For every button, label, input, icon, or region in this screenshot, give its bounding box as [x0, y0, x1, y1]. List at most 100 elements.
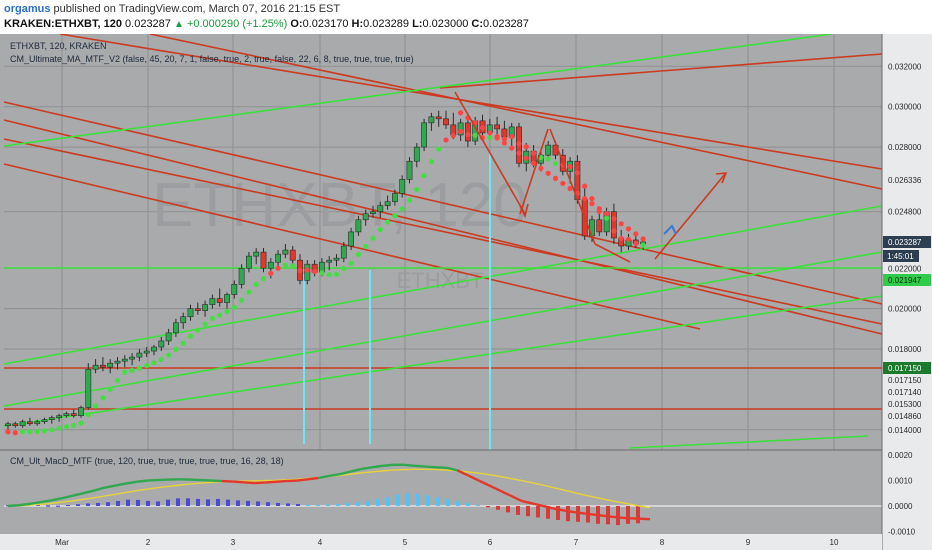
- low-label: L:: [412, 18, 423, 30]
- ma-dot: [34, 428, 40, 435]
- trendlines: [3, 34, 883, 449]
- macd-line-segment: [521, 499, 533, 505]
- macd-histogram-bar: [496, 506, 500, 510]
- candle-body: [136, 352, 143, 358]
- macd-histogram-bar: [556, 506, 560, 520]
- time-axis: Mar 2 3 4 5 6 7 8 9 10: [0, 534, 882, 550]
- ma-dot: [333, 271, 340, 277]
- ma-dot: [136, 365, 142, 371]
- macd-histogram-bar: [546, 506, 550, 519]
- ma-dot: [180, 340, 186, 346]
- time-tick-label: 5: [403, 538, 408, 547]
- macd-line-segment: [39, 499, 51, 504]
- macd-line-segment: [221, 479, 233, 483]
- ma-dot: [20, 429, 26, 435]
- macd-histogram-bar: [56, 505, 60, 507]
- time-tick-label: 10: [830, 538, 839, 547]
- macd-line-segment: [446, 466, 458, 472]
- change-value: +0.000290 (+1.25%): [186, 18, 288, 30]
- macd-line-segment: [628, 517, 640, 520]
- ma-dot: [173, 346, 179, 352]
- macd-histogram-bar: [146, 500, 150, 506]
- macd-histogram-bar: [356, 502, 360, 506]
- macd-background: [0, 450, 882, 534]
- candle-body: [545, 144, 552, 156]
- ma-dot: [100, 395, 106, 401]
- candle-body: [494, 124, 500, 130]
- close-label: C:: [471, 18, 484, 30]
- candle-body: [231, 284, 238, 295]
- candle-body: [501, 128, 508, 138]
- ma-dot: [421, 173, 427, 179]
- ma-dot: [443, 137, 449, 143]
- ma-dot: [531, 150, 537, 156]
- macd-line-segment: [467, 474, 480, 482]
- time-tick-label: 7: [574, 538, 579, 547]
- ma-dot: [114, 377, 121, 383]
- macd-histogram-bar: [336, 503, 340, 506]
- open-value: 0.023170: [302, 18, 349, 30]
- ma-dots: [5, 110, 646, 436]
- price-chart[interactable]: ETHXBT, 120 ETHXBT 0.0320000.0300000.028…: [0, 34, 932, 550]
- macd-histogram-bar: [406, 493, 410, 506]
- ma-dot: [640, 236, 646, 242]
- macd-line-segment: [607, 514, 619, 519]
- macd-line-segment: [425, 465, 437, 469]
- author-link[interactable]: orgamus: [4, 3, 51, 15]
- macd-line-segment: [350, 467, 362, 473]
- macd-tick-label: 0.0010: [888, 477, 913, 486]
- candle-body: [26, 421, 33, 425]
- candle-body: [267, 261, 274, 269]
- ma-dot: [341, 265, 347, 272]
- candle-body: [370, 211, 376, 215]
- publish-line: orgamus published on TradingView.com, Ma…: [4, 3, 340, 15]
- ma-dot: [552, 160, 559, 167]
- candle-body: [129, 356, 135, 360]
- ma-dot: [494, 135, 500, 141]
- macd-histogram-bar: [446, 498, 450, 506]
- price-tag-label: 0.014860: [888, 412, 922, 421]
- ma-dot: [355, 251, 361, 258]
- ma-dot: [187, 333, 194, 339]
- macd-line-segment: [71, 492, 84, 497]
- open-label: O:: [290, 18, 303, 30]
- ma-dot: [567, 164, 573, 170]
- candle-body: [399, 179, 406, 194]
- candle-body: [92, 364, 99, 370]
- candle-body: [275, 253, 281, 263]
- green-trendline: [629, 435, 869, 449]
- candle-body: [421, 122, 427, 148]
- candle-body: [48, 417, 55, 421]
- arrow-head: [715, 172, 728, 184]
- macd-histogram-bar: [276, 502, 280, 506]
- macd-line-segment: [136, 479, 148, 484]
- ma-dot: [377, 226, 383, 233]
- time-tick-label: 3: [231, 538, 236, 547]
- macd-line-segment: [639, 517, 651, 521]
- ma-dot: [625, 226, 632, 232]
- blue-arrow-icon: [663, 224, 677, 235]
- ma-dot: [93, 403, 99, 409]
- ma-dot: [370, 235, 376, 241]
- macd-line-segment: [29, 500, 41, 506]
- macd-histogram-bar: [246, 500, 250, 506]
- price-tag-label: 0.015300: [888, 400, 922, 409]
- ma-dot: [385, 219, 391, 225]
- macd-histogram-bar: [326, 504, 330, 506]
- candle-body: [63, 413, 70, 416]
- candle-body: [362, 213, 369, 221]
- price-tag-label: 0.021947: [888, 276, 922, 285]
- candle-body: [34, 421, 41, 425]
- macd-histogram-bar: [76, 504, 80, 506]
- macd-line-segment: [574, 511, 586, 515]
- ma-dot: [523, 144, 529, 150]
- macd-line-segment: [339, 470, 351, 476]
- candle-body: [413, 146, 420, 162]
- time-tick-label: Mar: [55, 538, 69, 547]
- macd-tick-label: -0.0010: [888, 527, 916, 536]
- ma-dot: [56, 425, 62, 431]
- ma-dot: [633, 231, 639, 237]
- green-trendline: [3, 205, 883, 365]
- macd-histogram-bar: [526, 506, 530, 517]
- ma-dot: [509, 134, 515, 140]
